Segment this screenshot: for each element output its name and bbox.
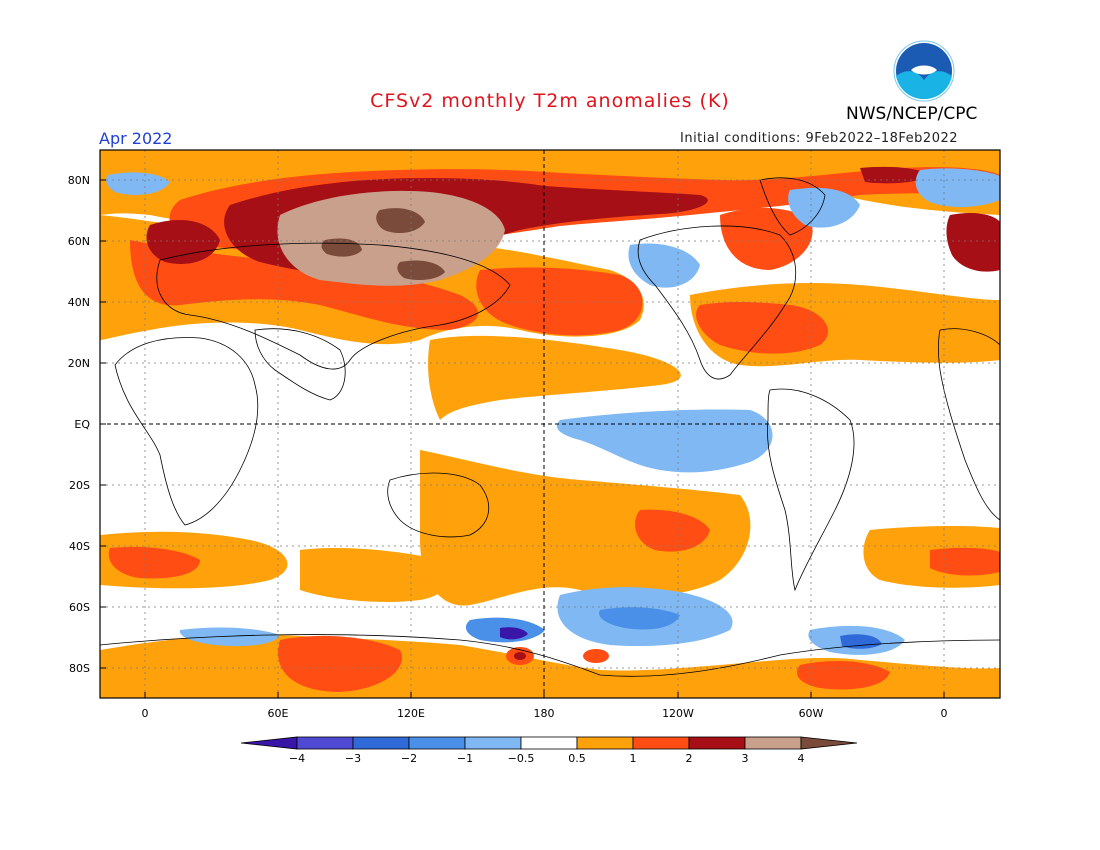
pacific-warm-tongue — [428, 335, 681, 420]
coastlines — [100, 177, 1000, 677]
lat-label: 80N — [67, 174, 90, 187]
eastern-us-red — [696, 301, 829, 354]
colorbar-swatch — [520, 736, 578, 750]
siberia-tan — [277, 190, 505, 286]
lat-label: 40S — [69, 540, 90, 553]
greenland-cool — [915, 168, 1000, 208]
north-atlantic-darkred — [860, 166, 930, 184]
weddell-core — [840, 634, 882, 649]
map-border — [99, 149, 1001, 699]
lon-label: 0 — [940, 707, 948, 720]
greenland-red — [720, 208, 813, 270]
colorbar-label: −1 — [456, 752, 474, 765]
axis-ticks — [100, 179, 945, 698]
lon-label: 0 — [141, 707, 149, 720]
colorbar-swatch — [352, 736, 410, 750]
lat-label: 60N — [67, 235, 90, 248]
colorbar-arrow-high — [800, 736, 858, 750]
noaa-logo — [893, 40, 955, 102]
southern-ocean-cool-2 — [179, 627, 280, 647]
indian-ocean-warm — [300, 548, 451, 602]
colorbar-label: 0.5 — [568, 752, 586, 765]
colorbar-swatch — [688, 736, 746, 750]
lat-label: EQ — [74, 418, 90, 431]
east-antarctica-red — [278, 635, 402, 692]
amundsen-warm-spot — [583, 649, 609, 663]
forecast-month: Apr 2022 — [99, 129, 173, 148]
ross-sea-core — [500, 627, 528, 640]
colorbar — [240, 736, 858, 750]
colorbar-label: −2 — [400, 752, 418, 765]
lat-label: 40N — [67, 296, 90, 309]
arctic-canada-cool — [788, 187, 860, 228]
colorbar-swatch — [576, 736, 634, 750]
eurasia-red — [130, 240, 479, 330]
lon-label: 180 — [533, 707, 555, 720]
southern-red-west — [108, 546, 200, 579]
siberia-brown-2 — [397, 260, 445, 280]
colorbar-swatch — [464, 736, 522, 750]
south-pacific-red — [635, 509, 710, 552]
colorbar-label: 2 — [685, 752, 693, 765]
lat-label: 20S — [69, 479, 90, 492]
southern-ocean-mid — [599, 607, 680, 630]
initial-conditions: Initial conditions: 9Feb2022–18Feb2022 — [680, 131, 959, 146]
graticule — [100, 150, 1000, 698]
colorbar-label: −3 — [344, 752, 362, 765]
lon-label: 120W — [662, 707, 694, 720]
north-pacific-red — [476, 267, 643, 336]
ross-warm-core — [514, 652, 526, 660]
colorbar-label: 1 — [629, 752, 637, 765]
org-label: NWS/NCEP/CPC — [846, 104, 978, 124]
map-title: CFSv2 monthly T2m anomalies (K) — [370, 90, 730, 112]
colorbar-label: −0.5 — [507, 752, 535, 765]
south-pacific-warm — [420, 450, 751, 606]
colorbar-swatch — [296, 736, 354, 750]
lat-label: 80S — [69, 662, 90, 675]
southern-red-east — [930, 547, 1000, 576]
europe-darkred — [146, 220, 220, 264]
lon-label: 120E — [397, 707, 425, 720]
lon-label: 60W — [798, 707, 824, 720]
siberia-brown-1 — [376, 208, 425, 234]
colorbar-arrow-low — [240, 736, 298, 750]
colorbar-swatch — [744, 736, 802, 750]
lat-label: 20N — [67, 357, 90, 370]
lon-label: 60E — [267, 707, 289, 720]
lat-label: 60S — [69, 601, 90, 614]
colorbar-label: 3 — [741, 752, 749, 765]
western-na-cool — [628, 243, 700, 288]
colorbar-label: 4 — [797, 752, 805, 765]
colorbar-swatch — [632, 736, 690, 750]
scandinavia-darkred — [946, 212, 1000, 272]
arctic-west-cool — [106, 172, 170, 195]
tropical-pacific-cool — [556, 409, 773, 473]
colorbar-label: −4 — [288, 752, 306, 765]
colorbar-swatch — [408, 736, 466, 750]
